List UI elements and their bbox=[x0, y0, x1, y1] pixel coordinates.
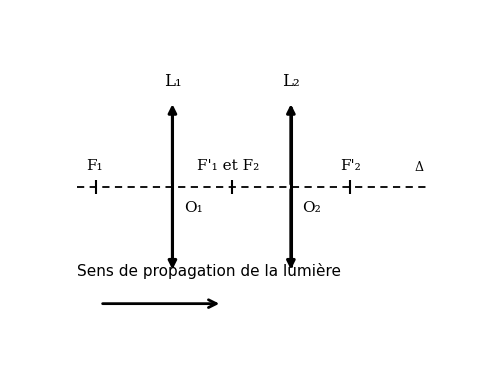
Text: F'₁ et F₂: F'₁ et F₂ bbox=[197, 159, 259, 172]
Text: F₁: F₁ bbox=[86, 159, 103, 172]
Text: F'₂: F'₂ bbox=[340, 159, 360, 172]
Text: L₂: L₂ bbox=[282, 73, 300, 90]
Text: O₂: O₂ bbox=[302, 201, 321, 215]
Text: O₁: O₁ bbox=[184, 201, 203, 215]
Text: Δ: Δ bbox=[414, 161, 423, 174]
Text: L₁: L₁ bbox=[164, 73, 181, 90]
Text: Sens de propagation de la lumière: Sens de propagation de la lumière bbox=[77, 263, 341, 279]
